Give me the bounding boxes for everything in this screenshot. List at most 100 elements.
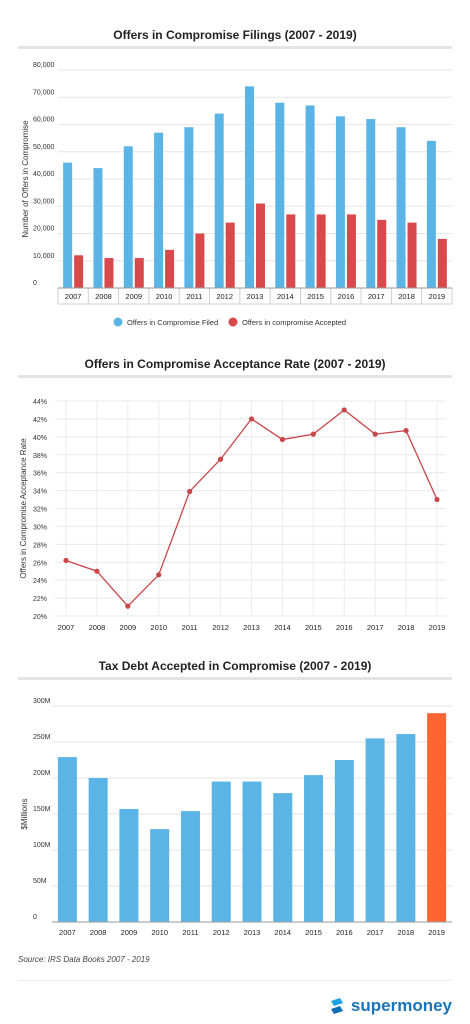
- bar-offers-accepted: [437, 238, 447, 288]
- y-tick-label: 30%: [33, 524, 47, 531]
- bar-offers-accepted: [316, 214, 326, 288]
- acceptance-rate-point: [341, 407, 347, 413]
- rate-line-chart: 20% 22% 24% 26% 28% 30% 32% 34% 36% 38% 40% 42% 44% O…: [19, 399, 446, 632]
- y-tick-label: 50M: [33, 878, 47, 885]
- x-tick-label: 2007: [65, 292, 82, 301]
- x-tick-label: 2018: [398, 623, 415, 632]
- acceptance-rate-point: [248, 416, 255, 422]
- bar-offers-accepted: [286, 214, 296, 288]
- bar-offers-filed: [426, 140, 436, 288]
- y-tick-label: 150M: [33, 806, 51, 813]
- filings-bar-chart: 0 10,000 20,000 30,000 40,000 50,000 60,000 70,…: [21, 62, 453, 327]
- y-tick-label: 20%: [33, 614, 47, 621]
- bar-tax-debt-accepted: [242, 781, 262, 922]
- supermoney-logo[interactable]: supermoney: [328, 996, 452, 1016]
- debt-bar-chart: 0 50M 100M 150M 200M 250M 300M $Millions 2007 200…: [20, 698, 452, 937]
- x-tick-label: 2009: [125, 292, 142, 301]
- x-tick-label: 2015: [307, 292, 324, 301]
- y-tick-label: 0: [33, 914, 37, 921]
- debt-title-divider: [18, 677, 452, 680]
- bar-offers-filed: [275, 102, 285, 288]
- y-tick-label: 22%: [33, 596, 47, 603]
- y-tick-label: 300M: [33, 698, 51, 705]
- y-tick-label: 80,000: [33, 62, 55, 69]
- legend-marker-filed: [113, 317, 123, 327]
- acceptance-rate-point: [279, 436, 286, 443]
- y-tick-label: 26%: [33, 560, 47, 567]
- y-tick-label: 0: [33, 280, 37, 287]
- bar-offers-filed: [93, 168, 103, 288]
- acceptance-rate-point: [156, 572, 162, 578]
- bar-offers-accepted: [165, 249, 175, 288]
- bar-tax-debt-accepted: [365, 738, 385, 922]
- y-tick-label: 36%: [33, 471, 47, 478]
- y-axis-label: Number of Offers in Compromise: [21, 120, 30, 238]
- bar-tax-debt-accepted: [119, 808, 139, 922]
- x-tick-label: 2009: [119, 623, 136, 632]
- bar-offers-accepted: [134, 258, 144, 288]
- y-tick-label: 20,000: [33, 226, 55, 233]
- x-tick-label: 2018: [398, 292, 415, 301]
- x-tick-label: 2013: [247, 292, 264, 301]
- y-tick-label: 42%: [33, 417, 47, 424]
- bar-offers-accepted: [346, 214, 356, 288]
- y-tick-label: 30,000: [33, 198, 55, 205]
- bar-offers-accepted: [195, 233, 205, 288]
- y-tick-label: 28%: [33, 542, 47, 549]
- x-tick-label: 2016: [336, 623, 353, 632]
- x-tick-label: 2008: [90, 928, 107, 937]
- x-tick-label: 2008: [89, 623, 106, 632]
- bar-offers-filed: [335, 116, 345, 288]
- x-tick-label: 2011: [182, 928, 198, 937]
- bar-tax-debt-accepted: [150, 829, 170, 922]
- bar-offers-filed: [154, 132, 164, 288]
- y-tick-label: 60,000: [33, 117, 55, 124]
- acceptance-rate-point: [187, 488, 193, 495]
- x-tick-label: 2017: [367, 928, 384, 937]
- source-note: Source: IRS Data Books 2007 - 2019: [18, 955, 150, 964]
- debt-chart-title: Tax Debt Accepted in Compromise (2007 - …: [98, 659, 372, 673]
- y-tick-label: 250M: [33, 734, 51, 741]
- bar-offers-filed: [305, 105, 315, 288]
- x-tick-label: 2010: [156, 292, 173, 301]
- rate-chart-title: Offers in Compromise Acceptance Rate (20…: [84, 357, 386, 371]
- legend-label-accepted: Offers in compromise Accepted: [242, 318, 346, 327]
- y-tick-label: 100M: [33, 842, 51, 849]
- x-tick-label: 2015: [305, 928, 322, 937]
- x-tick-label: 2012: [212, 623, 229, 632]
- rate-title-divider: [18, 375, 452, 378]
- bar-offers-accepted: [104, 258, 114, 288]
- y-tick-label: 32%: [33, 507, 47, 514]
- bar-offers-accepted: [256, 203, 265, 288]
- x-tick-label: 2013: [244, 928, 261, 937]
- x-tick-label: 2013: [243, 623, 260, 632]
- bar-offers-accepted: [377, 219, 387, 288]
- x-tick-label: 2010: [151, 928, 168, 937]
- filings-title-divider: [18, 46, 452, 49]
- bar-tax-debt-accepted: [396, 734, 416, 922]
- x-tick-label: 2015: [305, 623, 322, 632]
- y-tick-label: 70,000: [33, 89, 55, 96]
- x-tick-label: 2011: [182, 623, 198, 632]
- bar-offers-accepted: [407, 222, 417, 288]
- acceptance-rate-point: [310, 431, 316, 437]
- y-tick-label: 40%: [33, 435, 47, 442]
- y-tick-label: 38%: [33, 453, 47, 460]
- y-tick-label: 10,000: [33, 253, 55, 260]
- filings-chart-title: Offers in Compromise Filings (2007 - 201…: [113, 28, 357, 42]
- legend-marker-accepted: [228, 317, 238, 327]
- bar-offers-filed: [396, 127, 406, 288]
- x-tick-label: 2011: [186, 292, 202, 301]
- acceptance-rate-point: [403, 427, 409, 434]
- x-tick-label: 2016: [338, 292, 355, 301]
- acceptance-rate-point: [125, 603, 131, 609]
- bar-tax-debt-accepted: [273, 793, 293, 922]
- bar-offers-filed: [123, 146, 133, 288]
- y-tick-label: 44%: [33, 399, 47, 406]
- x-tick-label: 2009: [121, 928, 138, 937]
- bar-offers-filed: [245, 86, 254, 288]
- x-tick-label: 2019: [429, 623, 446, 632]
- x-tick-label: 2019: [428, 928, 445, 937]
- y-tick-label: 50,000: [33, 144, 55, 151]
- bar-offers-accepted: [225, 222, 235, 288]
